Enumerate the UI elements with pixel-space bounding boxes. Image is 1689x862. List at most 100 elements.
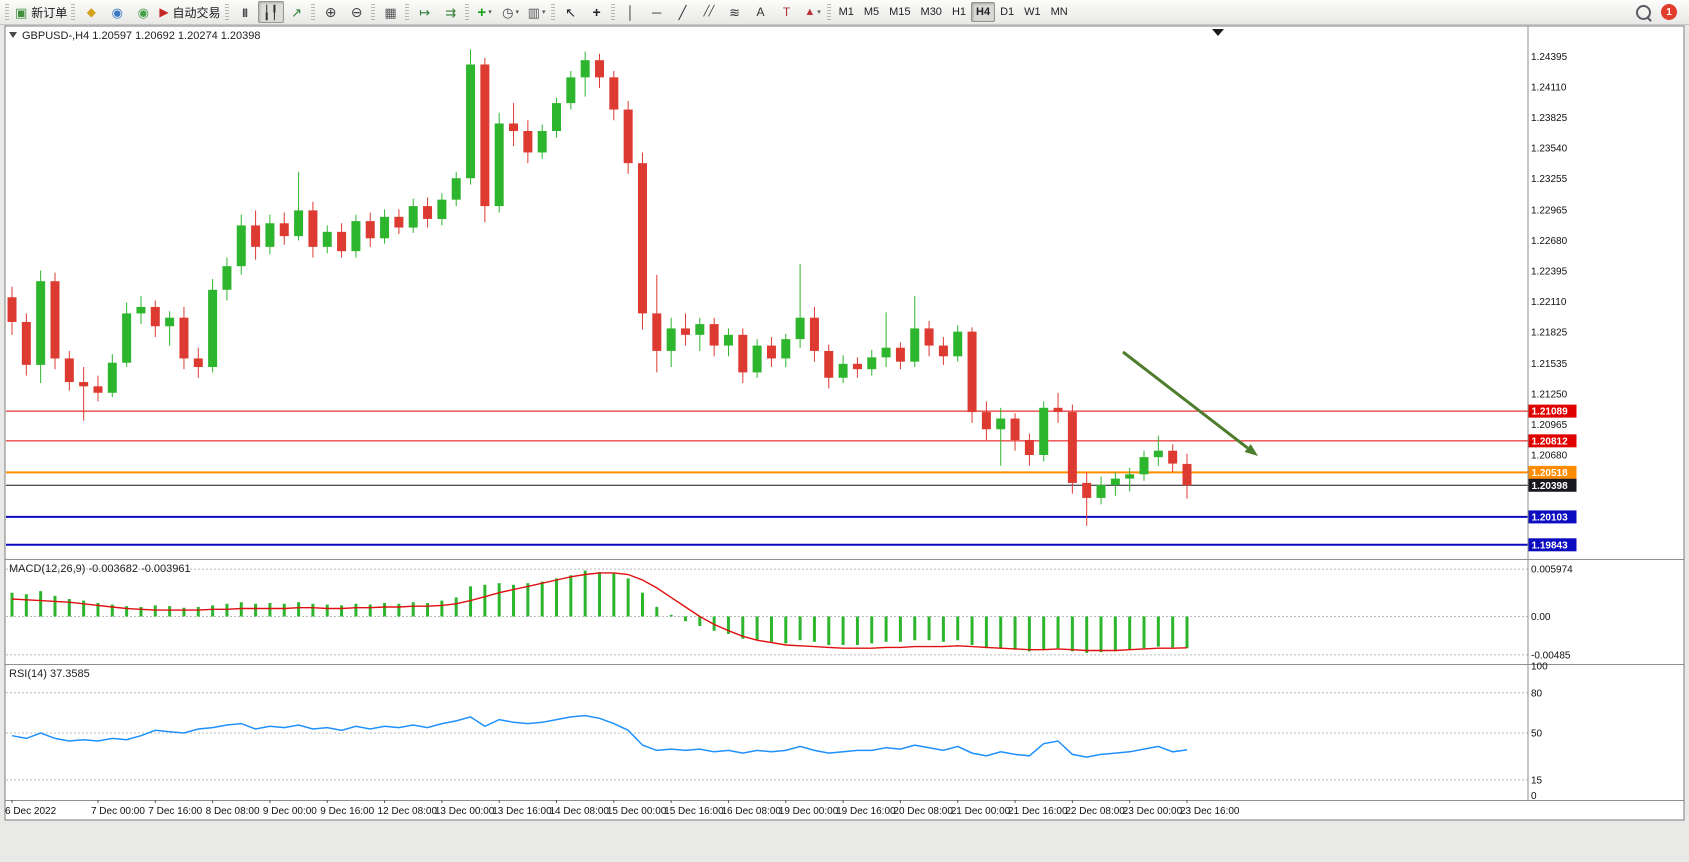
toolbar-grip bbox=[224, 4, 229, 20]
macd-bar bbox=[941, 616, 945, 642]
candle-body bbox=[981, 412, 991, 430]
macd-bar bbox=[139, 606, 143, 617]
search-icon[interactable] bbox=[1636, 4, 1651, 20]
autotrade-button[interactable]: ▶ 自动交易 bbox=[156, 1, 223, 23]
price-label-badge bbox=[1528, 404, 1577, 418]
timeframe-m5-button[interactable]: M5 bbox=[863, 6, 880, 18]
macd-bar bbox=[483, 584, 487, 617]
macd-bar bbox=[726, 616, 730, 634]
auto-scroll-button[interactable]: ↦ bbox=[412, 1, 438, 23]
horizontal-line-button[interactable]: ─ bbox=[644, 1, 670, 23]
candle-body bbox=[408, 206, 418, 228]
line-chart-button[interactable]: ↗ bbox=[284, 1, 310, 23]
toolbar-grip bbox=[550, 4, 555, 20]
periods-button-caret[interactable]: ▾ bbox=[515, 9, 519, 16]
candle-body bbox=[265, 223, 275, 247]
shapes-button[interactable]: ▲ ▾ bbox=[800, 1, 826, 23]
candle-body bbox=[21, 321, 31, 365]
candle-body bbox=[938, 345, 948, 357]
candle-body bbox=[222, 266, 232, 290]
crosshair-button[interactable]: + bbox=[584, 1, 610, 23]
templates-button[interactable]: ▥ ▾ bbox=[524, 1, 550, 23]
crosshair-icon: + bbox=[592, 4, 601, 20]
toolbar-grip bbox=[404, 4, 409, 20]
shapes-button-caret[interactable]: ▾ bbox=[817, 9, 821, 16]
chart-shift-marker[interactable] bbox=[1212, 29, 1224, 36]
macd-bar bbox=[784, 616, 788, 644]
timeframe-h4-button[interactable]: H4 bbox=[971, 2, 996, 22]
symbol-ohlc-label: GBPUSD-,H4 1.20597 1.20692 1.20274 1.203… bbox=[22, 30, 261, 42]
timeframe-mn-button[interactable]: MN bbox=[1050, 6, 1068, 18]
candle-body bbox=[523, 130, 533, 153]
macd-bar bbox=[96, 602, 100, 617]
vertical-line-icon: │ bbox=[626, 4, 635, 20]
macd-bar bbox=[841, 616, 845, 645]
macd-bar bbox=[454, 597, 458, 617]
candle-body bbox=[1110, 478, 1120, 486]
community-button[interactable]: ◉ bbox=[104, 1, 130, 23]
macd-bar bbox=[555, 578, 559, 617]
candle-body bbox=[852, 363, 862, 370]
candle-body bbox=[36, 281, 46, 365]
macd-bar bbox=[669, 614, 673, 617]
timeframe-w1-button[interactable]: W1 bbox=[1024, 6, 1041, 18]
label-button[interactable]: T bbox=[774, 1, 800, 23]
trendline-button[interactable]: ╱ bbox=[670, 1, 696, 23]
macd-bar bbox=[1142, 616, 1146, 649]
toolbar: ▣ 新订单 ◆ ◉ ◉ ▶ 自动交易 ||| ╽╿ ↗ ⊕ ⊖ ▦ ↦ ⇉ + ▾ ◷ ▾ ▥ ▾ ↖ + │ ─ ╱ ╱╱ ≋ A T ▲… bbox=[0, 0, 1689, 25]
trend-arrow-annotation[interactable] bbox=[1122, 350, 1258, 456]
community-icon: ◉ bbox=[111, 4, 123, 20]
vertical-line-button[interactable]: │ bbox=[618, 1, 644, 23]
macd-bar bbox=[153, 605, 157, 617]
trendline-icon: ╱ bbox=[678, 4, 687, 20]
candle-body bbox=[824, 350, 834, 378]
chart-window[interactable]: 1.24395 1.24110 1.23825 1.23540 1.23255 1.229… bbox=[0, 25, 1689, 825]
text-button[interactable]: A bbox=[748, 1, 774, 23]
timeframe-m30-button[interactable]: M30 bbox=[920, 6, 942, 18]
channel-button[interactable]: ╱╱ bbox=[696, 1, 722, 23]
timeframe-m15-button[interactable]: M15 bbox=[889, 6, 911, 18]
periods-button[interactable]: ◷ ▾ bbox=[498, 1, 524, 23]
tile-windows-button[interactable]: ▦ bbox=[378, 1, 404, 23]
indicators-button[interactable]: + ▾ bbox=[472, 1, 498, 23]
channel-icon: ╱╱ bbox=[703, 6, 715, 17]
candle-body bbox=[380, 216, 390, 239]
chart-background[interactable] bbox=[5, 26, 1684, 820]
notification-badge[interactable]: 1 bbox=[1661, 4, 1677, 20]
templates-button-caret[interactable]: ▾ bbox=[541, 9, 546, 16]
candle-body bbox=[64, 358, 74, 383]
macd-bar bbox=[340, 605, 344, 617]
zoom-in-icon: ⊕ bbox=[324, 4, 337, 20]
time-axis-label: 13 Dec 00:00 bbox=[435, 806, 495, 817]
timeframe-m1-button[interactable]: M1 bbox=[838, 6, 854, 18]
cursor-button[interactable]: ↖ bbox=[558, 1, 584, 23]
macd-bar bbox=[168, 606, 172, 617]
macd-bar bbox=[311, 603, 315, 617]
timeframe-d1-button[interactable]: D1 bbox=[1000, 6, 1015, 18]
candle-body bbox=[423, 206, 433, 219]
macd-bar bbox=[1013, 616, 1017, 650]
indicators-button-caret[interactable]: ▾ bbox=[488, 9, 492, 16]
new-order-button[interactable]: ▣ 新订单 bbox=[12, 1, 70, 23]
price-axis-tick: 1.24395 bbox=[1531, 52, 1568, 63]
chart-shift-button[interactable]: ⇉ bbox=[438, 1, 464, 23]
rsi-axis-tick: 0 bbox=[1531, 791, 1537, 802]
fibonacci-button[interactable]: ≋ bbox=[722, 1, 748, 23]
market-button[interactable]: ◉ bbox=[130, 1, 156, 23]
candle-body bbox=[365, 221, 375, 239]
price-label: 1.20812 bbox=[1532, 436, 1569, 447]
line-chart-icon: ↗ bbox=[291, 4, 303, 20]
macd-bar bbox=[583, 570, 587, 617]
time-axis-label: 9 Dec 00:00 bbox=[263, 806, 317, 817]
candlestick-button[interactable]: ╽╿ bbox=[257, 1, 284, 23]
zoom-out-button[interactable]: ⊖ bbox=[344, 1, 370, 23]
price-axis-tick: 1.23255 bbox=[1531, 174, 1568, 185]
symbol-marker-icon[interactable] bbox=[9, 32, 17, 38]
bar-chart-button[interactable]: ||| bbox=[232, 1, 258, 23]
candle-body bbox=[236, 225, 246, 267]
candle-body bbox=[437, 199, 447, 219]
macd-bar bbox=[655, 606, 659, 617]
zoom-in-button[interactable]: ⊕ bbox=[318, 1, 344, 23]
timeframe-h1-button[interactable]: H1 bbox=[951, 6, 966, 18]
metaeditor-button[interactable]: ◆ bbox=[78, 1, 104, 23]
